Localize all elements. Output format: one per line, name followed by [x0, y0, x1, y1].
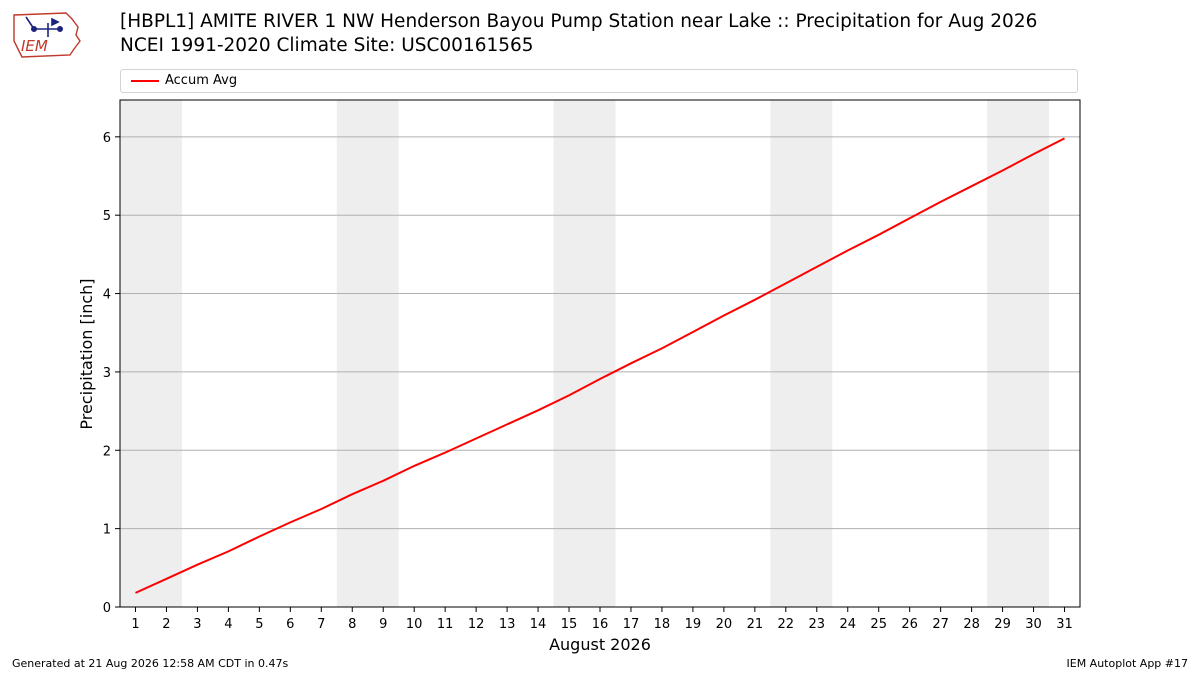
y-tick-label: 6 [103, 131, 111, 146]
iowa-state-outline [13, 12, 81, 58]
y-tick-label: 2 [103, 444, 111, 459]
x-tick-label: 30 [1025, 617, 1042, 632]
chart-subtitle: NCEI 1991-2020 Climate Site: USC00161565 [120, 35, 534, 56]
x-tick-label: 25 [870, 617, 887, 632]
y-tick-label: 0 [103, 601, 111, 616]
y-tick-label: 5 [103, 209, 111, 224]
x-tick-label: 31 [1056, 617, 1073, 632]
x-tick-label: 9 [379, 617, 387, 632]
x-tick-label: 16 [592, 617, 609, 632]
chart-title: [HBPL1] AMITE RIVER 1 NW Henderson Bayou… [120, 11, 1038, 32]
x-tick-label: 18 [654, 617, 671, 632]
x-tick-label: 22 [778, 617, 795, 632]
y-tick-label: 3 [103, 366, 111, 381]
y-tick-label: 4 [103, 288, 111, 303]
x-axis-label: August 2026 [549, 635, 651, 654]
x-tick-label: 19 [685, 617, 702, 632]
legend-label-accum-avg: Accum Avg [165, 73, 238, 88]
x-tick-label: 29 [994, 617, 1011, 632]
autoplot-app-label: IEM Autoplot App #17 [1066, 657, 1189, 670]
x-tick-label: 3 [193, 617, 201, 632]
x-tick-label: 6 [286, 617, 294, 632]
weekend-shading-group [120, 100, 1050, 607]
x-tick-label: 17 [623, 617, 640, 632]
generated-timestamp: Generated at 21 Aug 2026 12:58 AM CDT in… [12, 657, 289, 670]
weekend-shade-band [120, 100, 182, 607]
chart-title-block: [HBPL1] AMITE RIVER 1 NW Henderson Bayou… [120, 10, 1037, 58]
series-line-accum-avg [135, 137, 1065, 594]
x-tick-label: 1 [131, 617, 139, 632]
x-tick-label: 7 [317, 617, 325, 632]
x-tick-label: 13 [499, 617, 516, 632]
iem-logo: IEM [13, 12, 81, 58]
x-tick-label: 8 [348, 617, 356, 632]
y-tick-label: 1 [103, 523, 111, 538]
y-axis-label: Precipitation [inch] [77, 278, 96, 429]
y-gridlines [120, 136, 1080, 530]
chart-legend: Accum Avg [120, 69, 1078, 93]
x-tick-label: 24 [839, 617, 856, 632]
x-tick-label: 28 [963, 617, 980, 632]
weekend-shade-band [336, 100, 399, 607]
x-tick-label: 23 [809, 617, 826, 632]
x-tick-label: 26 [901, 617, 918, 632]
x-tick-label: 10 [406, 617, 423, 632]
x-tick-label: 27 [932, 617, 949, 632]
weekend-shade-band [987, 100, 1050, 607]
x-axis-ticks: 1 2 3 4 5 6 7 8 9 10 11 12 13 14 15 16 17 18 19 20 21 22 23 24 2… [131, 607, 1073, 632]
x-tick-label: 4 [224, 617, 232, 632]
x-tick-label: 20 [716, 617, 733, 632]
weather-station-icon [25, 16, 63, 37]
x-tick-label: 2 [162, 617, 170, 632]
iem-logo-text: IEM [21, 37, 48, 55]
legend-swatch-accum-avg [131, 80, 159, 82]
x-tick-label: 11 [437, 617, 454, 632]
weekend-shade-band [770, 100, 833, 607]
x-tick-label: 12 [468, 617, 485, 632]
weekend-shade-band [553, 100, 616, 607]
y-axis-ticks: 0 1 2 3 4 5 6 [103, 131, 120, 616]
x-tick-label: 5 [255, 617, 263, 632]
x-tick-label: 21 [747, 617, 764, 632]
x-tick-label: 14 [530, 617, 547, 632]
x-tick-label: 15 [561, 617, 578, 632]
